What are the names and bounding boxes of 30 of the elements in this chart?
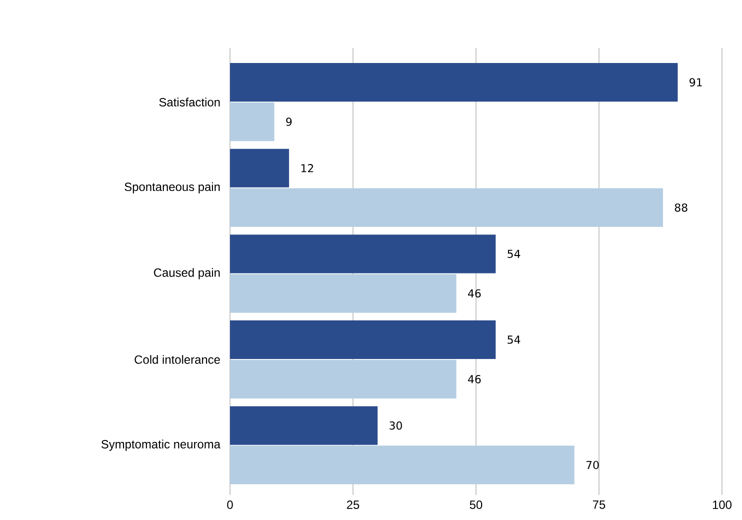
bar: [230, 274, 456, 313]
y-tick-label: Caused pain: [154, 268, 220, 280]
y-tick-label: Satisfaction: [159, 98, 220, 106]
bar: [230, 188, 663, 227]
data-label: 88: [674, 203, 688, 212]
y-tick-label: Symptomatic neuroma: [101, 440, 220, 451]
x-tick-label: 0: [227, 500, 233, 509]
data-label: 12: [301, 164, 314, 172]
bar: [230, 234, 496, 274]
data-label: 70: [586, 460, 599, 470]
data-label: 9: [286, 118, 292, 126]
y-tick-label: Spontaneous pain: [124, 182, 220, 194]
bar: [230, 320, 496, 360]
x-tick-label: 50: [470, 500, 482, 509]
bar: [230, 406, 378, 445]
data-label: 54: [508, 336, 520, 344]
bar: [230, 446, 574, 484]
data-label: 46: [468, 289, 481, 298]
x-tick-label: 75: [592, 500, 606, 509]
x-tick-label: 100: [712, 500, 732, 509]
data-label: 91: [690, 78, 702, 86]
x-tick-label: 25: [346, 500, 360, 509]
y-tick-label: Cold intolerance: [134, 355, 220, 364]
bar: [230, 360, 456, 398]
bar: [230, 102, 274, 142]
bar: [230, 63, 678, 102]
data-label: 30: [390, 421, 402, 430]
data-label: 54: [508, 250, 520, 258]
data-label: 46: [468, 375, 481, 384]
bar: [230, 148, 290, 188]
